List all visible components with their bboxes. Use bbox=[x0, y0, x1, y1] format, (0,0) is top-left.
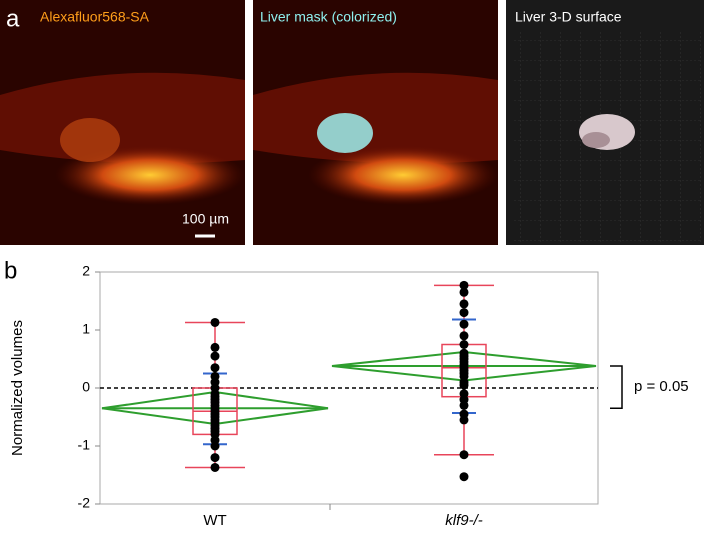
data-point bbox=[459, 280, 469, 290]
data-point bbox=[210, 441, 220, 451]
data-point bbox=[459, 340, 469, 349]
data-point bbox=[459, 331, 469, 341]
data-point bbox=[210, 363, 220, 373]
image-2 bbox=[253, 0, 498, 245]
panel-letter: b bbox=[4, 257, 17, 284]
data-point bbox=[459, 380, 469, 390]
data-point bbox=[459, 450, 469, 460]
scale-bar-label: 100 µm bbox=[182, 211, 229, 227]
y-axis-label: Normalized volumes bbox=[9, 320, 26, 456]
data-point bbox=[210, 351, 220, 361]
data-point bbox=[210, 317, 220, 327]
x-tick-label: klf9-/- bbox=[445, 512, 483, 529]
panel-letter: a bbox=[6, 5, 20, 32]
data-point bbox=[459, 472, 469, 482]
data-point bbox=[459, 319, 469, 329]
image-label: Liver 3-D surface bbox=[515, 9, 622, 25]
data-point bbox=[459, 415, 469, 425]
data-point bbox=[459, 299, 469, 309]
y-tick-label: 0 bbox=[82, 379, 90, 395]
image-1 bbox=[0, 0, 245, 245]
data-point bbox=[459, 287, 469, 297]
data-point bbox=[210, 342, 220, 352]
y-tick-label: 1 bbox=[82, 321, 90, 337]
y-tick-label: 2 bbox=[82, 263, 90, 279]
data-point bbox=[459, 400, 469, 410]
p-value: p = 0.05 bbox=[634, 378, 689, 395]
data-point bbox=[210, 462, 220, 472]
data-point bbox=[459, 308, 469, 318]
significance-bracket bbox=[610, 365, 623, 410]
y-tick-label: -2 bbox=[78, 495, 91, 511]
data-point bbox=[210, 453, 220, 463]
image-label: Liver mask (colorized) bbox=[260, 9, 397, 25]
x-tick-label: WT bbox=[203, 512, 226, 529]
image-3 bbox=[506, 0, 704, 245]
y-tick-label: -1 bbox=[78, 437, 91, 453]
image-label: Alexafluor568-SA bbox=[40, 9, 150, 25]
